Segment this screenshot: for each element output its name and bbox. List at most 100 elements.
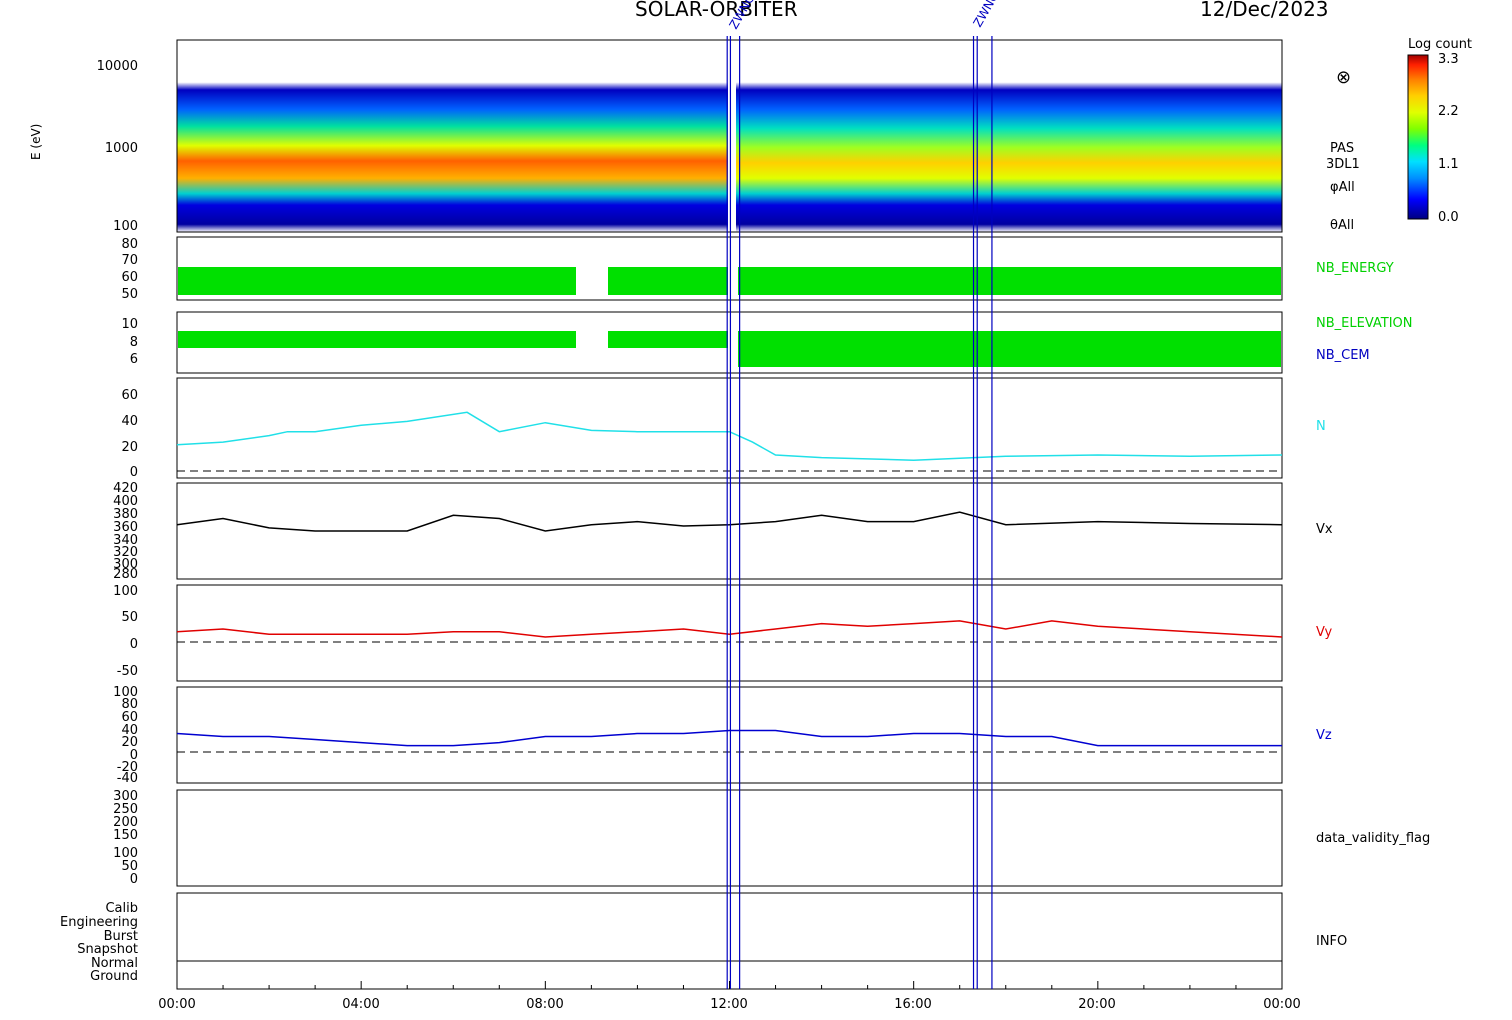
validity-frame [176, 789, 1283, 887]
nb-energy-ytick: 80 [121, 237, 138, 252]
vx-ytick: 360 [113, 520, 138, 535]
x-tick-label: 16:00 [894, 997, 931, 1012]
nb-elevation-fill [738, 331, 1281, 367]
vx-label: Vx [1316, 522, 1333, 537]
vx-ytick: 420 [113, 481, 138, 496]
nb-cem-label: NB_CEM [1316, 348, 1370, 363]
spectrogram-side-label: 3DL1 [1326, 157, 1360, 172]
colorbar-tick: 2.2 [1438, 104, 1459, 119]
marker-label: ZWNCRO [970, 0, 1010, 30]
nb-elevation-frame [176, 311, 1283, 374]
circled-times-icon: ⊗ [1336, 67, 1351, 88]
spectrogram-frame [176, 39, 1283, 233]
info-label: INFO [1316, 934, 1347, 949]
vy-series-line [176, 620, 1283, 638]
info-ytick: Calib [105, 901, 138, 916]
vz-ytick: -40 [117, 771, 138, 786]
nb-energy-panel: 80 70 60 50 NB_ENERGY [121, 236, 1394, 302]
nb-energy-label: NB_ENERGY [1316, 261, 1394, 276]
vz-panel: 100 80 60 40 20 0 -20 -40 Vz [113, 685, 1332, 786]
validity-ytick: 50 [121, 859, 138, 874]
density-ytick: 20 [121, 440, 138, 455]
spectrogram-side-label: PAS [1330, 141, 1354, 156]
spectrogram-panel: 10000 1000 100 E (eV) ⊗ PAS 3DL1 φAll θA… [29, 39, 1360, 234]
nb-elevation-ytick: 10 [121, 317, 138, 332]
spectrogram-ytick: 10000 [97, 59, 138, 74]
spectrogram-before [177, 40, 728, 232]
vx-ytick: 400 [113, 494, 138, 509]
nb-energy-frame [176, 236, 1283, 301]
event-markers [726, 36, 993, 989]
nb-elevation-fill [178, 331, 576, 348]
nb-energy-ytick: 60 [121, 270, 138, 285]
vz-ytick: -20 [117, 760, 138, 775]
vy-ytick: -50 [117, 664, 138, 679]
validity-label: data_validity_flag [1316, 831, 1430, 846]
nb-energy-fill [178, 267, 576, 295]
nb-energy-ytick: 50 [121, 287, 138, 302]
colorbar-tick: 0.0 [1438, 210, 1459, 225]
x-axis-ticks [176, 981, 1283, 989]
vz-ytick: 80 [121, 697, 138, 712]
spectrogram-ytick: 1000 [105, 141, 138, 156]
nb-elevation-panel: 10 8 6 NB_ELEVATION NB_CEM [121, 311, 1413, 374]
colorbar-tick: 3.3 [1438, 52, 1459, 67]
vz-ytick: 20 [121, 735, 138, 750]
nb-elevation-label: NB_ELEVATION [1316, 316, 1413, 331]
spectrogram-side-label: φAll [1330, 180, 1355, 195]
vx-panel: 420 400 380 360 340 320 300 280 Vx [113, 481, 1333, 582]
validity-ytick: 150 [113, 828, 138, 843]
vy-panel: 100 50 0 -50 Vy [113, 584, 1333, 682]
x-tick-label: 04:00 [342, 997, 379, 1012]
density-label: N [1316, 419, 1326, 434]
vx-ytick: 280 [113, 567, 138, 582]
vy-frame [176, 584, 1283, 682]
vy-ytick: 100 [113, 584, 138, 599]
validity-ytick: 0 [130, 872, 138, 887]
vz-series-line [176, 729, 1282, 747]
x-tick-label: 12:00 [710, 997, 747, 1012]
spectrogram-ylabel: E (eV) [29, 124, 43, 160]
date-title: 12/Dec/2023 [1200, 0, 1329, 21]
density-ytick: 40 [121, 414, 138, 429]
colorbar-title: Log count [1408, 37, 1472, 52]
nb-energy-fill [738, 267, 1281, 295]
validity-ytick: 100 [113, 846, 138, 861]
validity-panel: 300 250 200 150 100 50 0 data_validity_f… [113, 789, 1430, 887]
nb-elevation-fill [608, 331, 728, 348]
nb-energy-fill [608, 267, 728, 295]
info-panel: Calib Engineering Burst Snapshot Normal … [60, 892, 1347, 990]
vx-ytick: 340 [113, 533, 138, 548]
colorbar [1407, 54, 1429, 220]
info-ytick: Ground [90, 969, 138, 984]
nb-energy-ytick: 70 [121, 253, 138, 268]
density-ytick: 60 [121, 388, 138, 403]
x-tick-label: 00:00 [158, 997, 195, 1012]
x-tick-label: 08:00 [526, 997, 563, 1012]
nb-elevation-ytick: 8 [130, 335, 138, 350]
colorbar-tick: 1.1 [1438, 157, 1459, 172]
spectrogram-ytick: 100 [113, 219, 138, 234]
vy-ytick: 0 [130, 637, 138, 652]
x-tick-label: 20:00 [1078, 997, 1115, 1012]
x-tick-label: 00:00 [1263, 997, 1300, 1012]
vx-ytick: 320 [113, 545, 138, 560]
spectrogram-after [736, 40, 1282, 232]
info-ytick: Snapshot [77, 942, 138, 957]
info-frame [176, 892, 1283, 990]
density-series-line [176, 411, 1283, 461]
density-ytick: 0 [130, 465, 138, 480]
vy-label: Vy [1316, 625, 1333, 640]
info-ytick: Normal [91, 956, 138, 971]
vx-ytick: 300 [113, 557, 138, 572]
density-panel: 60 40 20 0 N [121, 377, 1326, 480]
vz-ytick: 0 [130, 748, 138, 763]
vz-ytick: 40 [121, 723, 138, 738]
vx-ytick: 380 [113, 507, 138, 522]
density-frame [176, 377, 1283, 479]
validity-ytick: 200 [113, 815, 138, 830]
spectrogram-side-label: θAll [1330, 218, 1354, 233]
nb-elevation-ytick: 6 [130, 352, 138, 367]
validity-ytick: 250 [113, 802, 138, 817]
